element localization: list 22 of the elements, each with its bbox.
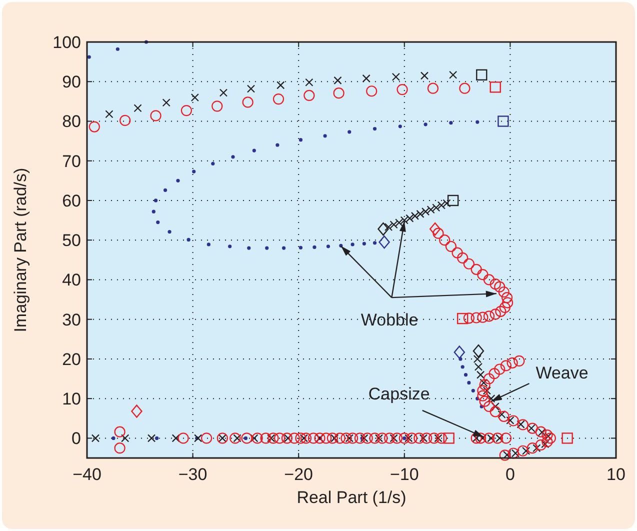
x-tick-label: −20 (284, 465, 314, 484)
x-tick-label: −30 (178, 465, 208, 484)
y-tick-label: 10 (62, 390, 81, 409)
y-tick-label: 30 (62, 310, 81, 330)
y-axis-title: Imaginary Part (rad/s) (11, 168, 30, 332)
y-tick-label: 80 (62, 112, 81, 132)
annotation: Capsize (368, 384, 430, 404)
y-tick-label: 70 (62, 152, 81, 171)
x-axis-title: Real Part (1/s) (296, 488, 406, 507)
annotation: Wobble (360, 310, 418, 330)
x-tick-label: 0 (505, 465, 515, 484)
x-tick-label: −10 (390, 465, 419, 484)
y-tick-label: 90 (62, 72, 81, 92)
y-tick-label: 60 (62, 191, 81, 210)
y-tick-label: 50 (62, 231, 81, 250)
y-tick-label: 0 (72, 429, 81, 448)
y-tick-label: 100 (52, 33, 81, 52)
annotation: Weave (536, 363, 588, 382)
x-tick-label: 10 (606, 465, 626, 484)
y-tick-label: 20 (62, 350, 81, 369)
y-tick-label: 40 (62, 270, 81, 290)
x-tick-label: −40 (72, 465, 102, 484)
